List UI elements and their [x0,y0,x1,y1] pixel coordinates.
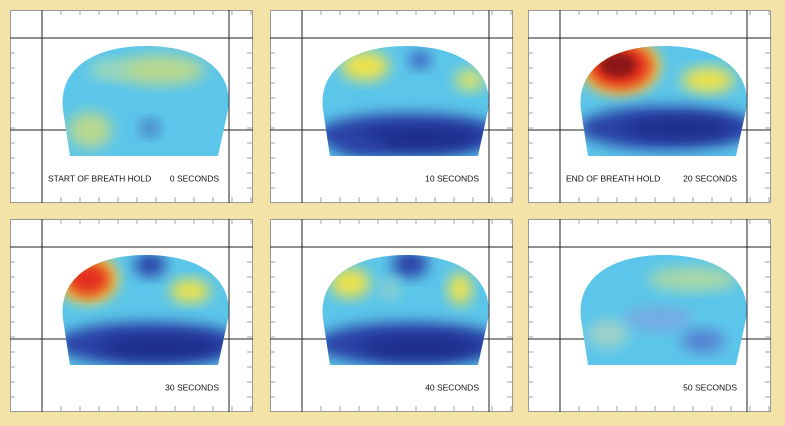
heatmap [62,255,229,365]
caption-time: 10 SECONDS [425,173,479,183]
caption-time: 40 SECONDS [425,382,479,392]
caption-time: 0 SECONDS [170,173,219,183]
caption-label: END OF BREATH HOLD [566,173,660,183]
heatmap [322,255,489,365]
panel: 50 SECONDS [528,219,771,412]
caption-label: START OF BREATH HOLD [48,173,151,183]
heatmap [62,46,229,156]
panel: START OF BREATH HOLD 0 SECONDS [10,10,253,203]
panel: 30 SECONDS [10,219,253,412]
caption-time: 50 SECONDS [683,382,737,392]
panel: END OF BREATH HOLD 20 SECONDS [528,10,771,203]
heatmap [322,46,489,156]
caption-time: 20 SECONDS [683,173,737,183]
panel: 10 SECONDS [270,10,513,203]
panel: 40 SECONDS [270,219,513,412]
heatmap [580,255,747,365]
caption-time: 30 SECONDS [165,382,219,392]
